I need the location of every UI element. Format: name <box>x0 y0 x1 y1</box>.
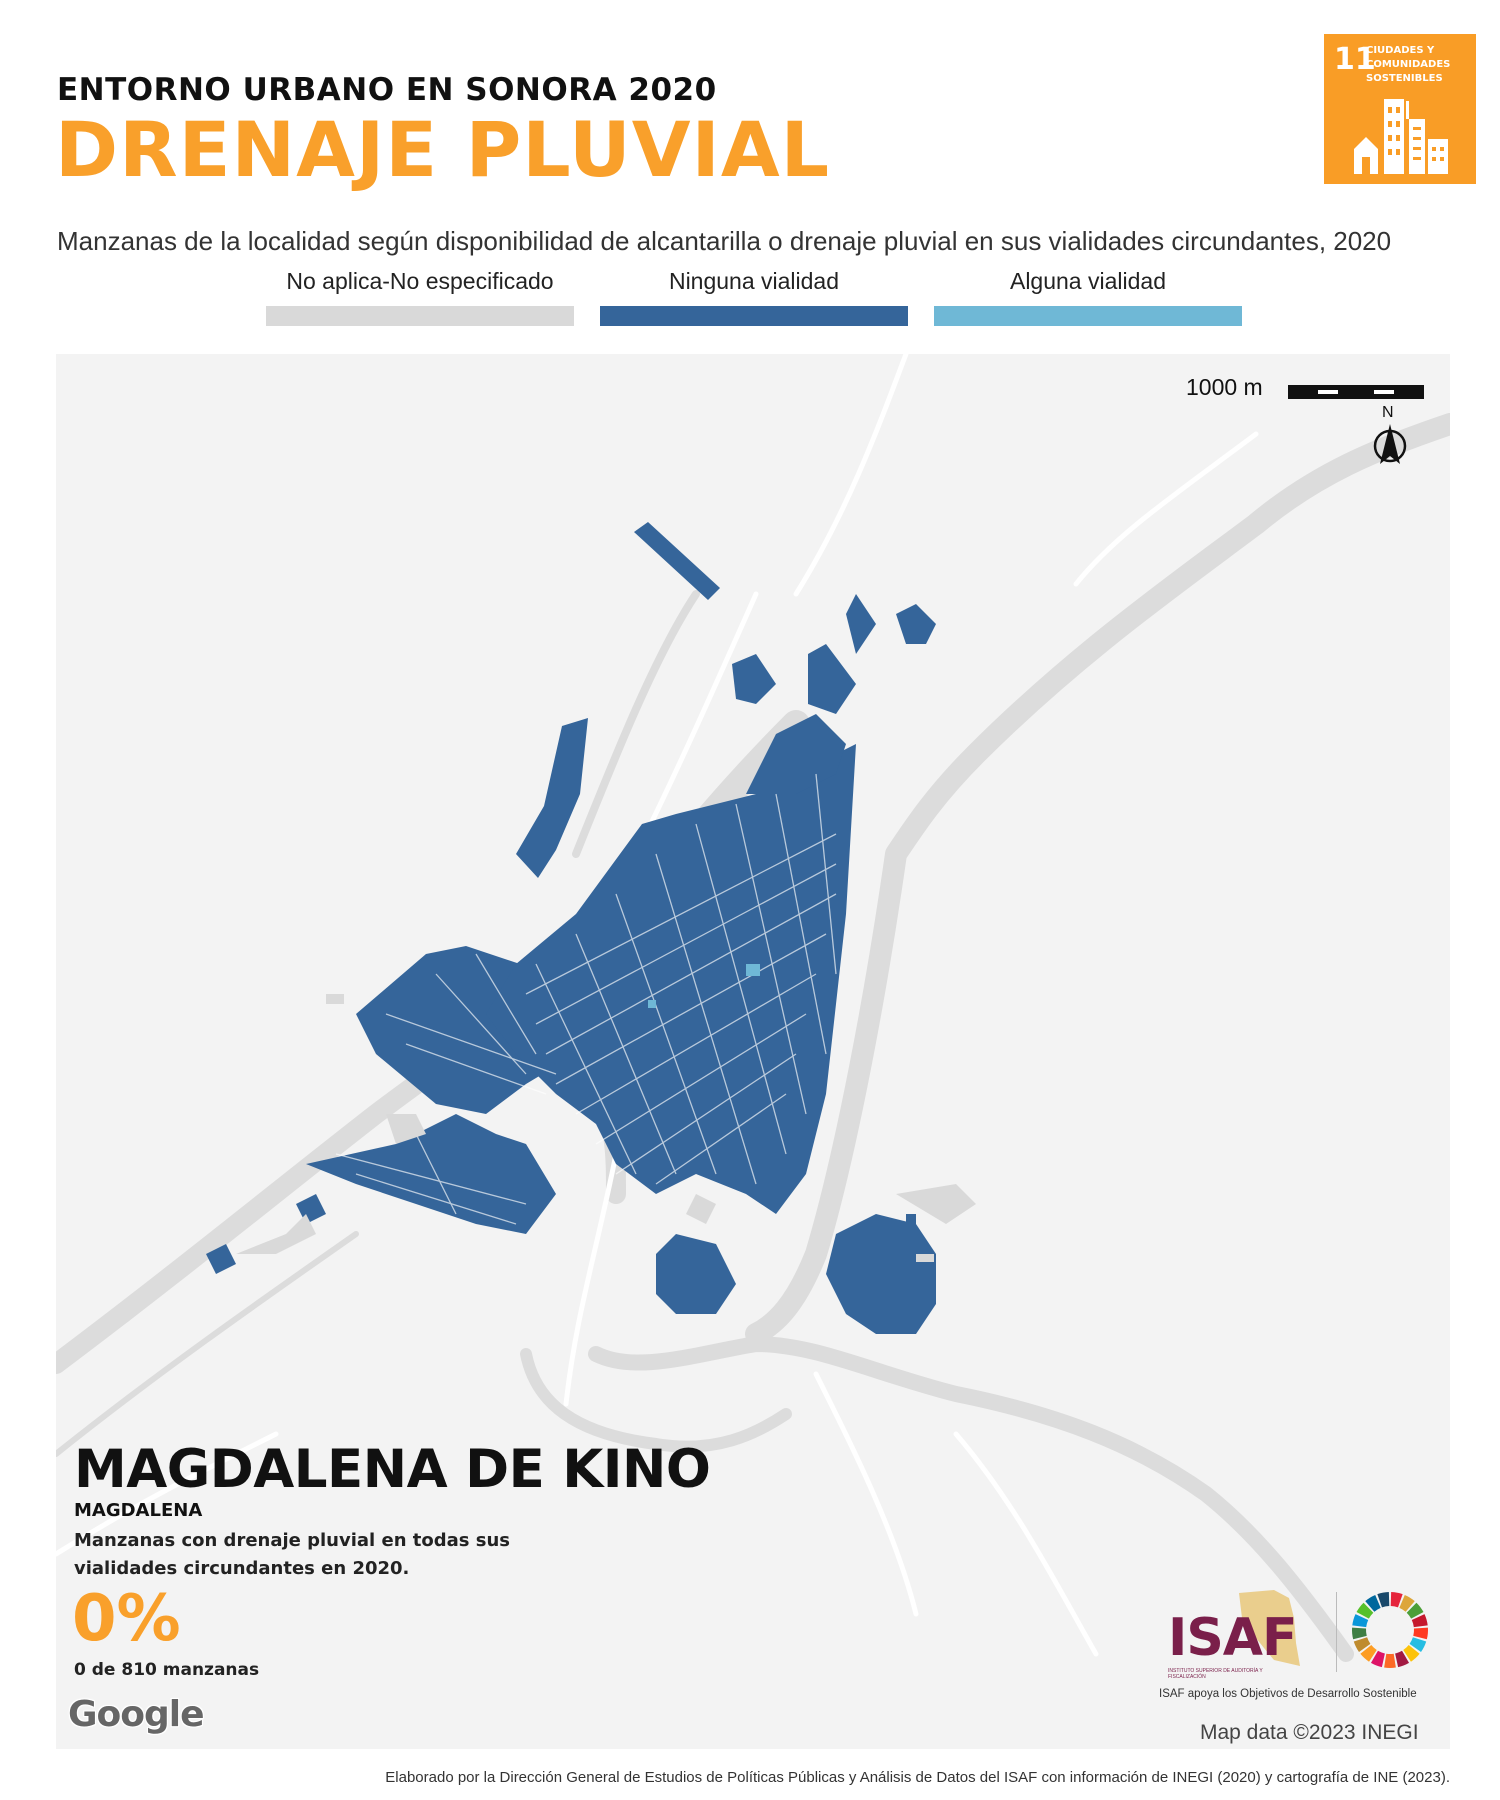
block-se-cluster <box>826 1214 936 1334</box>
isaf-caption: ISAF apoya los Objetivos de Desarrollo S… <box>1159 1688 1417 1700</box>
page-title: DRENAJE PLUVIAL <box>55 105 831 194</box>
sdg-wheel-segment <box>1370 1650 1385 1668</box>
sdg-wheel-segment <box>1399 1594 1415 1612</box>
block-northeast <box>746 714 846 794</box>
north-arrow-icon <box>1373 424 1407 464</box>
blocks-alguna-vialidad <box>648 964 760 1008</box>
sdg-wheel-segment <box>1365 1594 1381 1612</box>
isaf-logo-block: ISAF INSTITUTO SUPERIOR DE AUDITORÍA Y F… <box>1156 1586 1436 1706</box>
municipality-name: MAGDALENA <box>74 1500 203 1521</box>
sdg-wheel-segment <box>1356 1602 1374 1619</box>
footer-credits: Elaborado por la Dirección General de Es… <box>385 1769 1450 1786</box>
sdg-wheel-segment <box>1411 1614 1428 1628</box>
google-logo: Google <box>68 1694 205 1735</box>
isaf-fullname: INSTITUTO SUPERIOR DE AUDITORÍA Y FISCAL… <box>1168 1668 1263 1680</box>
sonora-map-icon <box>1239 1590 1300 1666</box>
block-north-strip <box>634 522 720 600</box>
block-main-core <box>486 744 856 1214</box>
scale-label: 1000 m <box>1186 374 1263 400</box>
legend-label: Alguna vialidad <box>1009 268 1166 294</box>
block-west-wedge <box>306 1114 556 1234</box>
page-subtitle: Manzanas de la localidad según disponibi… <box>57 226 1392 256</box>
block-north-mid <box>846 594 876 654</box>
indicator-percentage: 0% <box>72 1582 181 1656</box>
legend-item-ninguna: Ninguna vialidad <box>600 268 908 326</box>
sdg-wheel-segment <box>1395 1650 1410 1668</box>
highway-south <box>588 1336 1354 1662</box>
sdg-wheel-segment <box>1384 1653 1396 1668</box>
legend-label: Ninguna vialidad <box>668 268 840 294</box>
indicator-description: Manzanas con drenaje pluvial en todas su… <box>74 1530 510 1579</box>
sdg-wheel-segment <box>1409 1637 1427 1652</box>
highway-southwest <box>520 1348 792 1453</box>
sdg-wheel-segment <box>1390 1592 1403 1608</box>
sdg-wheel-icon <box>1352 1592 1428 1668</box>
block-north-center <box>732 654 776 704</box>
locality-name: MAGDALENA DE KINO <box>74 1439 711 1500</box>
legend-item-alguna: Alguna vialidad <box>934 268 1242 326</box>
report-kicker: ENTORNO URBANO EN SONORA 2020 <box>57 72 717 108</box>
block-west-small <box>206 1244 236 1274</box>
blocks-no-aplica <box>236 994 976 1262</box>
map-basemap <box>56 354 1450 1662</box>
street-grid <box>335 773 837 1225</box>
legend: No aplica-No especificado Ninguna vialid… <box>0 268 1500 328</box>
legend-swatch-gray <box>266 306 574 326</box>
north-label: N <box>1382 404 1394 421</box>
sdg-number: 11 <box>1334 42 1376 77</box>
scale-bar <box>1288 385 1424 399</box>
map-attribution[interactable]: Map data ©2023 INEGI <box>1200 1721 1419 1744</box>
sdg-wheel-segment <box>1406 1602 1424 1619</box>
block-sw-cluster <box>656 1234 736 1314</box>
sdg-wheel-segment <box>1413 1627 1428 1640</box>
sdg-text: CIUDADES Y COMUNIDADES SOSTENIBLES <box>1366 45 1451 84</box>
block-nw-strip <box>516 718 588 878</box>
sdg-wheel-segment <box>1352 1614 1369 1628</box>
sdg-11-badge: 11 CIUDADES Y COMUNIDADES SOSTENIBLES <box>1324 34 1476 184</box>
isaf-logo: ISAF <box>1168 1608 1298 1668</box>
city-buildings-icon <box>1354 99 1448 174</box>
legend-swatch-light-blue <box>934 306 1242 326</box>
highway-west-2 <box>56 1231 359 1457</box>
logo-divider <box>1336 1592 1337 1672</box>
sdg-wheel-segment <box>1377 1592 1390 1608</box>
sdg-wheel-segment <box>1352 1627 1367 1640</box>
sdg-wheel-segment <box>1360 1645 1377 1662</box>
sdg-wheel-segment <box>1353 1637 1371 1652</box>
block-ne-corner <box>896 604 936 644</box>
block-east-col <box>906 1214 916 1254</box>
legend-swatch-dark-blue <box>600 306 908 326</box>
map-canvas[interactable]: 1000 m N MAGDALENA DE KINO MAGDALENA Man… <box>56 354 1450 1749</box>
highway-north-east <box>745 413 1450 1345</box>
block-ne-top <box>808 644 856 714</box>
legend-label: No aplica-No especificado <box>286 268 554 294</box>
blocks-ninguna-vialidad <box>206 522 936 1334</box>
road-north <box>572 590 700 858</box>
sdg-wheel-segment <box>1403 1645 1420 1662</box>
legend-item-no-aplica: No aplica-No especificado <box>266 268 574 326</box>
indicator-count: 0 de 810 manzanas <box>74 1660 260 1680</box>
